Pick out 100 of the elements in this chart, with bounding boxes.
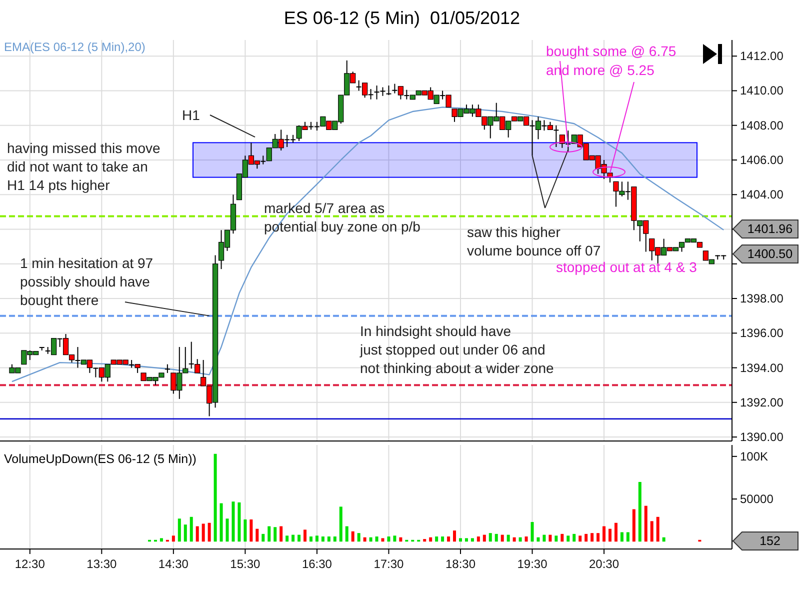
bar [399,537,402,542]
y-tick-label: 1390.00 [740,430,784,444]
y-tick-label: 1396.00 [740,326,784,340]
bar [608,528,612,542]
bar [638,482,642,542]
bar [250,519,253,542]
annotation: stopped out at at 4 & 3 [556,259,698,275]
bar [644,506,648,542]
bar [429,537,432,542]
x-tick-label: 13:30 [86,557,118,571]
x-tick-label: 16:30 [302,557,332,571]
bar [458,538,462,542]
bar [280,526,283,542]
bar [315,536,318,542]
y-tick-label: 1398.00 [740,292,784,306]
bar [476,536,480,542]
bar [584,534,588,542]
x-tick-label: 20:30 [589,557,620,571]
annotation: saw this higher volume bounce off 07 [467,224,601,258]
bar [626,532,630,542]
bar [560,534,564,542]
bar [184,524,187,542]
bar [232,502,235,542]
annotation: H1 [182,107,200,123]
chart-title: ES 06-12 (5 Min) 01/05/2012 [284,8,520,28]
bar [512,537,516,542]
bar [238,502,241,542]
x-tick-label: 19:30 [517,557,548,571]
bar [178,518,181,542]
bar [375,536,378,542]
bar [327,536,330,542]
bar [208,522,211,542]
bar [363,537,366,542]
candlestick [374,85,380,100]
bar [453,530,456,542]
annotation: bought some @ 6.75 [546,43,676,59]
bar [292,534,295,542]
x-tick-label: 14:30 [158,557,189,571]
bar [160,538,163,542]
bar [572,534,576,542]
bar [393,536,396,542]
bar [530,522,534,542]
bar [351,531,354,542]
bar [286,536,289,542]
text: 1400.50 [747,247,793,261]
bar [369,537,372,542]
bar [202,524,205,542]
bar [566,536,570,542]
bar [470,538,474,542]
bar [226,518,229,542]
bar [423,539,426,542]
x-tick-label: 12:30 [14,557,46,571]
x-tick-label: 15:30 [230,557,261,571]
bar [190,516,193,542]
y-tick-label: 50000 [740,492,774,506]
annotation: 1 min hesitation at 97 possibly should have bought there [20,255,154,308]
bar [196,526,199,542]
annotation: In hindsight should have just stopped out under 06 and not thinking about a wider zone [359,323,554,376]
bar [482,534,486,542]
bar [321,536,324,542]
bar [435,536,438,542]
bar [244,519,247,542]
text: EMA(ES 06-12 (5 Min),20) [4,40,146,54]
y-tick-label: 1394.00 [740,360,784,375]
bar [650,521,654,542]
bar [536,537,540,542]
bar [220,503,223,542]
bar [298,534,301,542]
x-tick-label: 17:30 [374,557,404,571]
bar [274,527,277,542]
text: VolumeUpDown(ES 06-12 (5 Min)) [4,452,196,466]
bar [506,534,510,542]
bar [614,522,618,542]
annotation: having missed this move did not want to take an H1 14 pts higher [7,140,161,193]
bar [662,537,666,542]
bar [381,538,384,542]
y-tick-label: 100K [740,449,768,464]
y-tick-label: 1406.00 [740,152,784,167]
bar [596,533,600,542]
text: 1401.96 [747,222,793,236]
bar [488,533,492,542]
y-tick-label: 1412.00 [740,49,784,64]
bar [542,534,546,542]
bar [464,538,468,542]
y-tick-label: 1410.00 [740,84,784,98]
bar [262,534,265,542]
y-tick-label: 1408.00 [740,118,784,132]
bar [578,536,582,542]
bar [268,526,271,542]
bar [256,528,259,542]
bar [548,534,552,542]
text: 152 [760,534,780,548]
y-tick-label: 1404.00 [740,188,784,202]
bar [309,536,312,542]
bar [524,536,528,542]
bar [214,454,217,542]
bar [554,536,558,542]
bar [590,533,594,542]
bar [500,534,504,542]
bar [518,537,522,542]
